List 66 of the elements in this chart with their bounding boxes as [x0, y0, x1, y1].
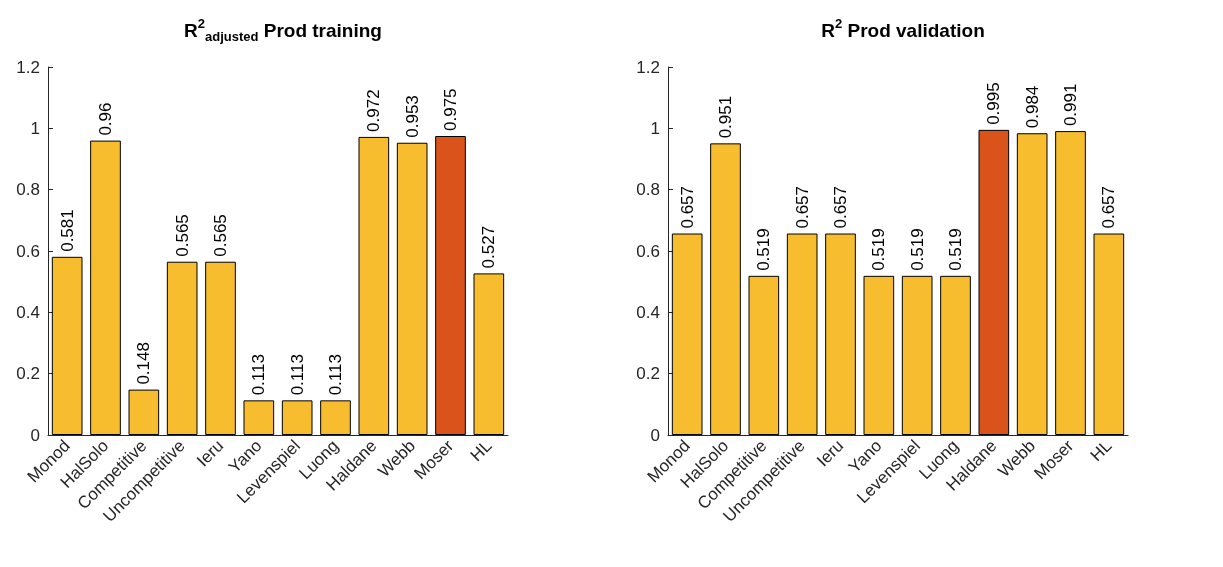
bar — [786, 233, 818, 435]
data-label: 0.519 — [946, 228, 965, 271]
y-tick-label: 1.2 — [16, 57, 40, 77]
x-tick-label: Ieru — [813, 436, 848, 471]
bar — [243, 400, 275, 435]
data-label: 0.581 — [57, 209, 77, 252]
y-tick-label: 0.2 — [16, 364, 40, 384]
data-label: 0.148 — [134, 342, 154, 385]
bar — [1093, 233, 1125, 435]
data-label: 0.657 — [1099, 185, 1119, 229]
data-label: 0.657 — [831, 185, 850, 229]
data-label: 0.991 — [1061, 83, 1080, 127]
bar — [710, 143, 741, 435]
y-tick-label: 1 — [30, 118, 40, 138]
bar — [281, 400, 313, 435]
bar — [671, 233, 703, 435]
y-tick-label: 0.4 — [16, 302, 40, 322]
bar — [205, 261, 236, 435]
data-label: 0.657 — [792, 185, 812, 229]
data-label: 0.995 — [984, 82, 1004, 125]
y-tick-label: 1 — [650, 118, 660, 138]
y-tick-label: 0.6 — [636, 241, 660, 261]
data-label: 0.96 — [96, 102, 115, 136]
bar — [473, 273, 505, 435]
data-label: 0.972 — [364, 89, 384, 132]
data-label: 0.113 — [287, 354, 307, 396]
y-tick-label: 0.4 — [636, 302, 660, 322]
bar — [825, 233, 856, 435]
bar — [358, 136, 390, 435]
bar — [320, 400, 351, 435]
y-tick-label: 0.8 — [16, 180, 40, 200]
y-tick-label: 1.2 — [636, 57, 660, 77]
data-label: 0.565 — [211, 214, 230, 257]
x-tick-label: HL — [1086, 436, 1116, 466]
bar — [863, 275, 895, 435]
bar — [435, 136, 466, 435]
data-label: 0.519 — [869, 228, 889, 271]
bar — [901, 275, 933, 435]
bar — [1016, 133, 1048, 435]
bar — [128, 389, 160, 435]
bar — [51, 256, 83, 435]
y-tick-label: 0.8 — [636, 180, 660, 200]
data-label: 0.951 — [716, 95, 735, 139]
bar — [940, 275, 971, 435]
data-label: 0.113 — [249, 354, 269, 396]
bar — [166, 261, 198, 435]
bar — [396, 142, 428, 435]
data-label: 0.565 — [172, 214, 192, 257]
data-label: 0.975 — [441, 88, 460, 131]
bar — [748, 275, 780, 435]
data-label: 0.527 — [479, 225, 499, 269]
y-tick-label: 0 — [650, 425, 660, 445]
bar — [978, 129, 1010, 435]
data-label: 0.953 — [402, 95, 422, 138]
data-label: 0.519 — [754, 228, 774, 271]
x-tick-label: Ieru — [193, 436, 228, 471]
data-label: 0.657 — [677, 185, 697, 229]
y-tick-label: 0 — [30, 425, 40, 445]
bar — [90, 140, 121, 435]
data-label: 0.984 — [1022, 85, 1042, 129]
y-tick-label: 0.6 — [16, 241, 40, 261]
data-label: 0.519 — [907, 228, 927, 271]
bar — [1055, 131, 1086, 435]
x-tick-label: HL — [466, 436, 496, 466]
y-tick-label: 0.2 — [636, 364, 660, 384]
data-label: 0.113 — [326, 354, 345, 396]
